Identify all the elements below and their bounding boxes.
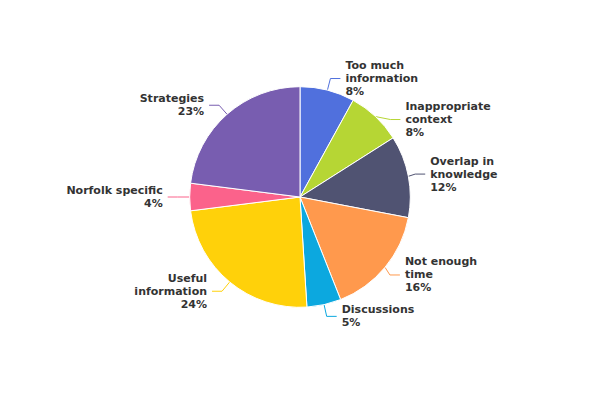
svg-text:12%: 12%: [430, 181, 456, 194]
svg-text:information: information: [345, 72, 418, 85]
svg-text:Useful: Useful: [168, 272, 207, 285]
svg-text:Strategies: Strategies: [140, 92, 205, 105]
svg-text:Not enough: Not enough: [405, 255, 477, 268]
svg-text:16%: 16%: [405, 281, 431, 294]
svg-text:Norfolk specific: Norfolk specific: [66, 184, 162, 197]
svg-text:4%: 4%: [144, 197, 163, 210]
svg-text:context: context: [405, 113, 452, 126]
svg-text:24%: 24%: [181, 298, 207, 311]
svg-text:Inappropriate: Inappropriate: [405, 100, 490, 113]
svg-text:Discussions: Discussions: [342, 303, 415, 316]
svg-text:Overlap in: Overlap in: [430, 155, 494, 168]
svg-text:8%: 8%: [345, 85, 364, 98]
svg-text:5%: 5%: [342, 316, 361, 329]
svg-text:Too much: Too much: [345, 59, 404, 72]
svg-text:information: information: [134, 285, 207, 298]
svg-text:8%: 8%: [405, 126, 424, 139]
svg-text:time: time: [405, 268, 433, 281]
svg-text:knowledge: knowledge: [430, 168, 497, 181]
svg-text:23%: 23%: [178, 105, 204, 118]
